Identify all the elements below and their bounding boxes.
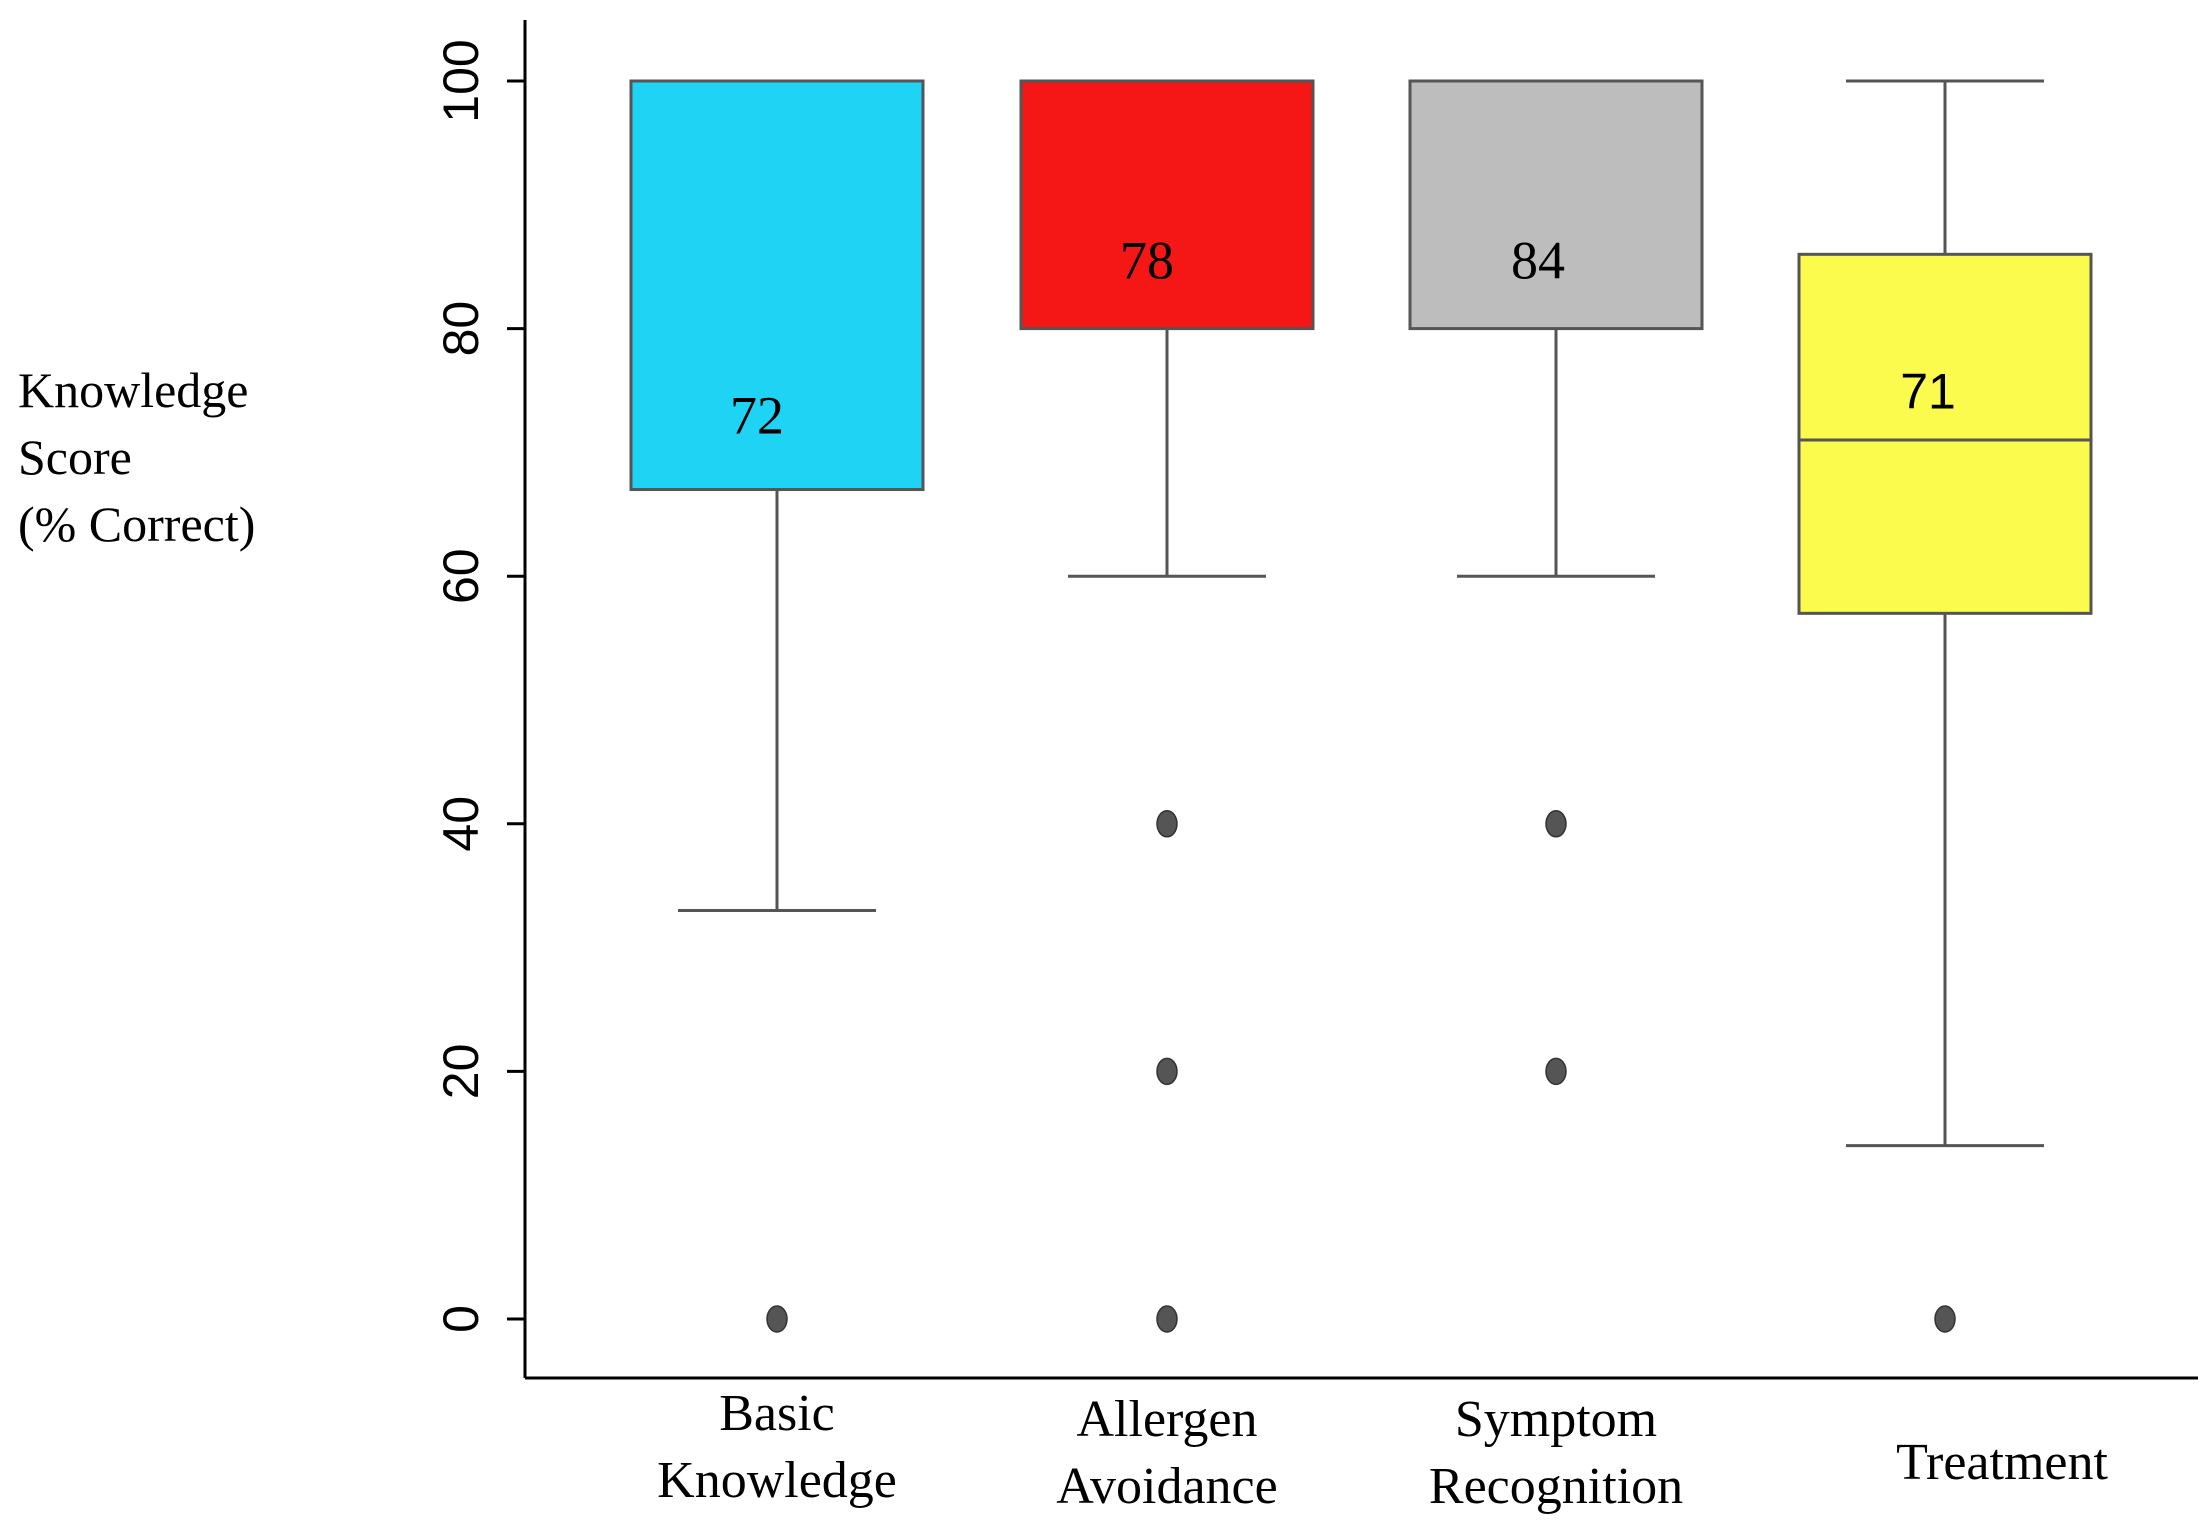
box-4	[1797, 252, 2093, 615]
y-tick-label: 20	[433, 1044, 489, 1100]
outlier-point	[766, 1305, 788, 1333]
y-tick-label: 60	[433, 548, 489, 604]
outlier-point	[1156, 810, 1178, 838]
category-label-line-2: Knowledge	[657, 1452, 897, 1509]
y-tick-label: 0	[433, 1305, 489, 1333]
mean-value-label: 71	[1900, 364, 1956, 420]
box-3	[1408, 79, 1704, 331]
outlier-point	[1545, 810, 1567, 838]
outlier-point	[1934, 1305, 1956, 1333]
y-axis-title: Knowledge Score (% Correct)	[18, 362, 255, 552]
category-label-line-1: Treatment	[1896, 1434, 2108, 1491]
y-axis-title-line-3: (% Correct)	[18, 496, 255, 552]
box-2	[1019, 79, 1315, 331]
category-label-line-1: Allergen	[1077, 1391, 1258, 1448]
category-label-line-1: Symptom	[1455, 1391, 1657, 1448]
y-axis-title-line-2: Score	[18, 429, 132, 485]
mean-value-label: 84	[1511, 231, 1565, 291]
outlier-point	[1545, 1057, 1567, 1086]
y-tick-label: 80	[433, 301, 489, 357]
y-axis-title-line-1: Knowledge	[18, 362, 249, 418]
outlier-point	[1156, 1057, 1178, 1086]
mean-value-label: 78	[1120, 231, 1174, 291]
y-tick-label: 40	[433, 796, 489, 852]
outlier-point	[1156, 1305, 1178, 1333]
plot-area: 0 20 40 60 80 100 72 Basic Knowledge 78 Allergen Av…	[433, 20, 2198, 1515]
category-label-line-1: Basic	[719, 1385, 835, 1442]
category-label-line-2: Avoidance	[1056, 1458, 1277, 1515]
y-tick-label: 100	[433, 39, 489, 122]
mean-value-label: 72	[730, 385, 784, 445]
category-label-line-2: Recognition	[1429, 1458, 1683, 1515]
